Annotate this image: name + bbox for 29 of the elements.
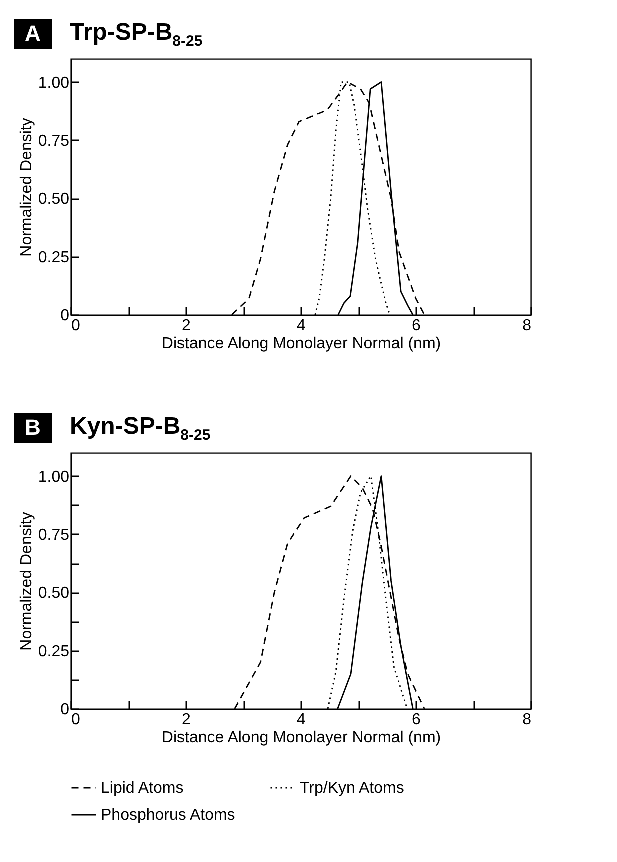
legend-label: Lipid Atoms <box>101 780 184 797</box>
x-tick-label: 6 <box>412 712 422 728</box>
y-tick-label: 0.75 <box>38 132 70 150</box>
y-tick-label: 0.50 <box>38 585 70 602</box>
y-tick-label: 0.25 <box>38 249 70 266</box>
y-axis-title: Normalized Density <box>18 118 36 257</box>
x-tick-label: 4 <box>297 318 306 334</box>
x-tick-label: 8 <box>522 712 532 728</box>
y-tick-label: 0.50 <box>38 191 70 208</box>
x-tick-label: 0 <box>72 318 80 334</box>
y-tick-label: 1.00 <box>38 74 70 92</box>
x-tick-label: 0 <box>72 712 80 728</box>
legend-label: Phosphorus Atoms <box>101 807 236 824</box>
y-tick-label: 0.75 <box>38 526 70 544</box>
y-tick-label: 0.25 <box>38 643 70 660</box>
y-axis-title: Normalized Density <box>18 512 36 651</box>
x-tick-label: 6 <box>412 318 422 334</box>
y-tick-label: 1.00 <box>38 468 70 486</box>
chart-title: Trp-SP-B$_{8-25}$ <box>70 18 203 50</box>
chart-title: Kyn-SP-B$_{8-25}$ <box>70 412 211 444</box>
x-axis-title: Distance Along Monolayer Normal (nm) <box>162 336 442 352</box>
x-tick-label: 4 <box>297 712 306 728</box>
x-tick-label: 2 <box>182 712 192 728</box>
x-tick-label: 8 <box>522 318 532 334</box>
x-tick-label: 2 <box>182 318 192 334</box>
legend-label: Trp/Kyn Atoms <box>300 780 404 797</box>
text: A <box>14 19 52 49</box>
text: B <box>14 413 52 443</box>
x-axis-title: Distance Along Monolayer Normal (nm) <box>162 730 442 746</box>
